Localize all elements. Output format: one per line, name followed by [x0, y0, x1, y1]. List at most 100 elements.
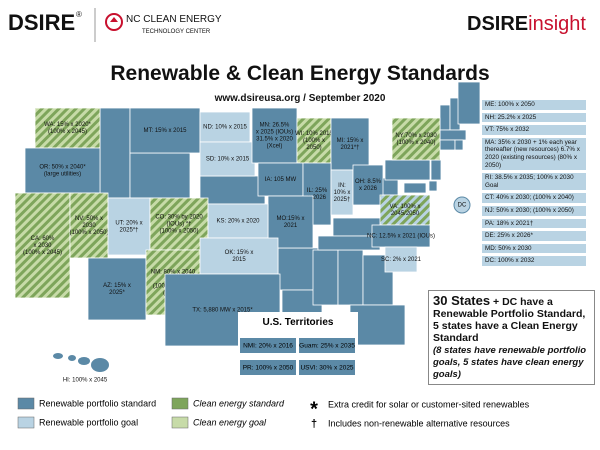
- state: [14, 192, 71, 299]
- state-label: IN:: [338, 183, 346, 189]
- state-label: VA: 100% x: [390, 204, 421, 210]
- legend-label: Renewable portfolio goal: [39, 417, 138, 427]
- state-label: 2021*†: [340, 145, 359, 151]
- ne-entry: NH: 25.2% x 2025: [482, 112, 586, 123]
- state-label: x 2026: [308, 195, 327, 201]
- state: [296, 117, 332, 164]
- states: WA: 15% x 2020*(100% x 2045)OR: 50% x 20…: [14, 107, 471, 384]
- state-label: AZ: 15% x: [103, 283, 131, 289]
- logo: DSIRE: [8, 10, 75, 35]
- state: [379, 194, 431, 226]
- partner-name: NC CLEAN ENERGY: [126, 14, 222, 25]
- legend-swatch: [17, 397, 35, 410]
- northeast-panel: ME: 100% x 2050 NH: 25.2% x 2025 VT: 75% x…: [482, 100, 586, 269]
- state-label: CO: 30% by 2020: [155, 215, 203, 221]
- state-label: 2025*: [109, 290, 125, 296]
- state-label: NV: 50% x: [75, 216, 103, 222]
- state-shape: [439, 129, 467, 141]
- state-label: 2050): [306, 145, 321, 151]
- state-label: (100% x 2050): [159, 229, 198, 235]
- footnote-text: Extra credit for solar or customer-sited…: [328, 399, 530, 409]
- state-label: x 2026: [359, 186, 378, 192]
- state-label: (IOUs) *†: [166, 222, 191, 228]
- subtitle: www.dsireusa.org / September 2020: [214, 93, 386, 104]
- state-label: OK: 15% x: [225, 250, 254, 256]
- state-shape: [99, 107, 131, 199]
- state-shape: [430, 159, 442, 181]
- territories-title: U.S. Territories: [263, 317, 334, 328]
- territory-label: NMI: 20% x 2016: [243, 343, 293, 350]
- state-label: 2025†: [334, 197, 351, 203]
- state-label: (100% x: [303, 138, 325, 144]
- state-label: 2025*†: [119, 228, 138, 234]
- state: [257, 162, 304, 197]
- state-label: MI: 15% x: [337, 138, 364, 144]
- state-label: OR: 50% x 2040*: [39, 165, 86, 171]
- dc-label: DC: [458, 203, 467, 209]
- state-shape: [403, 182, 427, 194]
- state: [207, 203, 269, 239]
- legend: Renewable portfolio standard Renewable po…: [17, 397, 530, 430]
- state: [69, 192, 109, 259]
- state-label: UT: 20% x: [115, 221, 142, 227]
- state-label: SC: 2% x 2021: [381, 257, 422, 263]
- footnote-symbol: †: [311, 418, 317, 430]
- state-label: (100% x 2045): [48, 129, 87, 135]
- summary-text: + DC have a Renewable Portfolio Standard…: [433, 296, 586, 344]
- ne-entry: ME: 100% x 2050: [482, 100, 586, 110]
- state-shape: [454, 139, 464, 151]
- territory-label: PR: 100% x 2050: [243, 365, 294, 372]
- legend-label: Renewable portfolio standard: [39, 398, 156, 408]
- state-shape: [381, 177, 399, 196]
- state-label: (100% x 2045): [23, 250, 62, 256]
- state-label: CA: 60%: [31, 236, 55, 242]
- legend-swatch: [171, 397, 189, 410]
- state: [87, 257, 147, 321]
- state: [330, 117, 370, 171]
- state-label: x 2030: [33, 243, 52, 249]
- state-shape: [337, 249, 364, 306]
- state-label: NC: 12.5% x 2021 (IOUs): [367, 234, 435, 240]
- state: [91, 358, 109, 372]
- brand: DSIREinsight: [467, 13, 586, 35]
- state-label: ND: 10% x 2015: [203, 125, 247, 131]
- state-shape: [439, 139, 456, 151]
- ne-entry: NJ: 50% x 2030; (100% x 2050): [482, 205, 586, 216]
- state: [53, 353, 63, 359]
- state-label: (large utilities): [44, 172, 81, 178]
- state-shape: [349, 304, 406, 346]
- summary-lead: 30 States: [433, 293, 491, 308]
- state: [68, 355, 76, 361]
- partner-icon: [110, 17, 118, 22]
- state-label: MN: 26.5%: [260, 123, 290, 129]
- state: [149, 197, 209, 251]
- state-label: SD: 10% x 2015: [206, 157, 250, 163]
- state-shape: [384, 159, 431, 181]
- ne-entry: DC: 100% x 2032: [482, 256, 586, 266]
- state: [107, 197, 151, 256]
- state: [199, 111, 251, 143]
- logo-mark: ®: [76, 10, 82, 19]
- legend-label: Clean energy goal: [193, 417, 267, 427]
- state-label: 2015: [232, 257, 246, 263]
- territories: U.S. Territories NMI: 20% x 2016 Guam: 25%…: [238, 312, 358, 384]
- summary-box: 30 States + DC have a Renewable Portfoli…: [428, 290, 595, 385]
- legend-swatch: [17, 416, 35, 429]
- dc-marker: [453, 196, 471, 214]
- state-label: MO:15% x: [276, 216, 304, 222]
- ne-entry: PA: 18% x 2021†: [482, 218, 586, 229]
- state-label: OH: 8.5%: [355, 179, 382, 185]
- state-label: IL: 25%: [307, 188, 328, 194]
- state-shape: [439, 104, 451, 131]
- legend-swatch: [171, 416, 189, 429]
- summary-note: (8 states have renewable portfolio goals…: [433, 345, 587, 380]
- state-label: (Xcel): [267, 144, 283, 150]
- state-label: WA: 15% x 2020*: [44, 122, 91, 128]
- state: [24, 147, 101, 194]
- state-shape: [277, 247, 319, 291]
- territory-label: Guam: 25% x 2035: [299, 343, 355, 350]
- state-label: MT: 15% x 2015: [143, 128, 187, 134]
- state-label: NM: 80% x 2040: [151, 270, 196, 276]
- state-label: 31.5% x 2020: [256, 137, 293, 143]
